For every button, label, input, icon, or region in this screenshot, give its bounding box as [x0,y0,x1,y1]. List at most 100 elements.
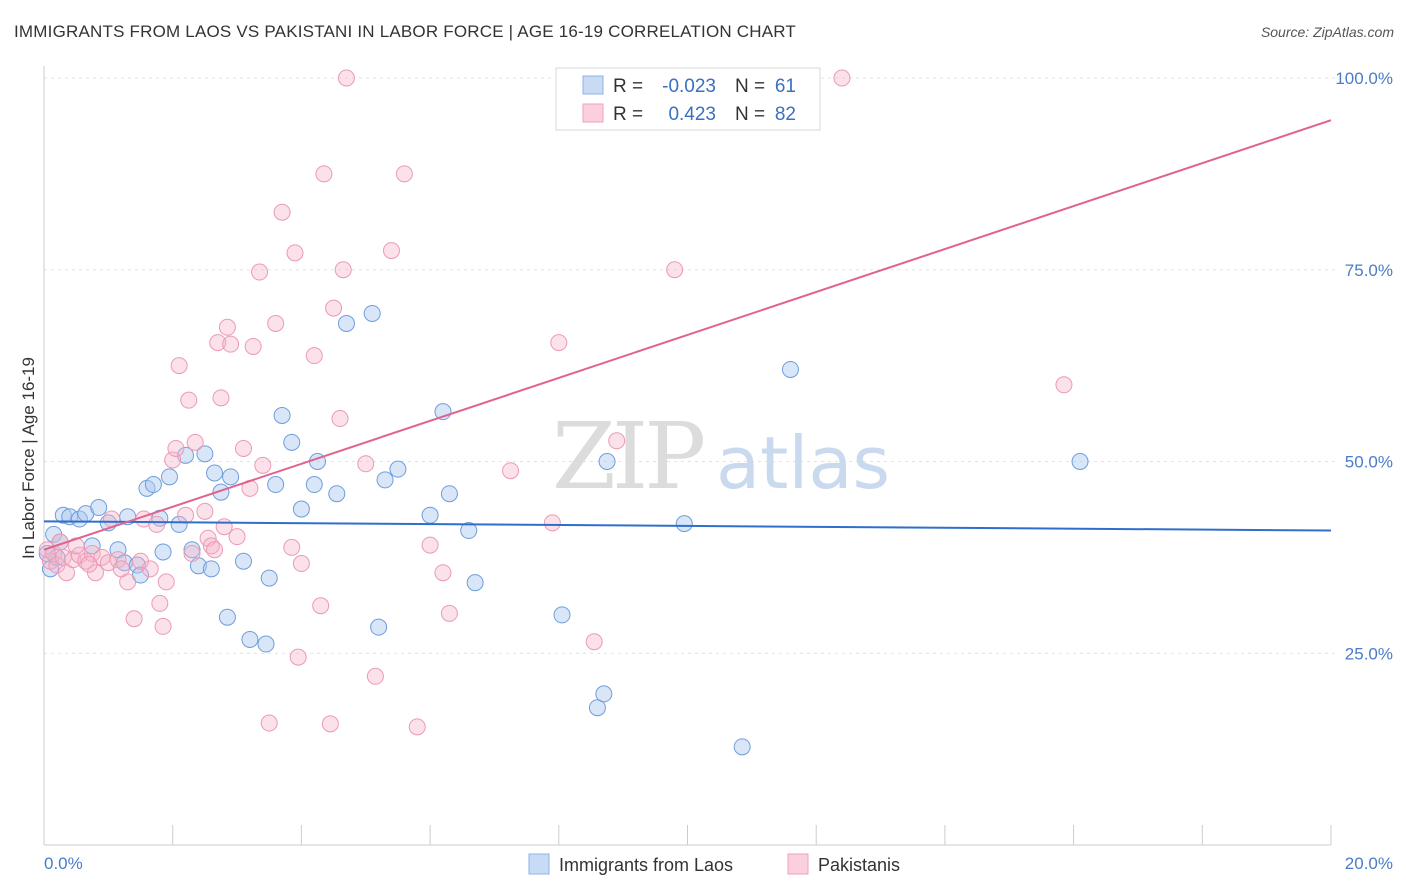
pakistanis-point [151,594,169,612]
y-tick-label: 100.0% [1335,69,1393,88]
laos-point [675,515,693,533]
laos-point [389,460,407,478]
pakistanis-trend-line [43,119,1332,551]
y-tick-label: 75.0% [1345,261,1393,280]
pakistanis-point [212,389,230,407]
legend-swatch-pakistanis [582,103,604,123]
y-tick-label: 50.0% [1345,453,1393,472]
pakistanis-point [186,433,204,451]
pakistanis-point [502,462,520,480]
pakistanis-point [206,541,224,559]
legend-r-label-pakistanis: R = [613,104,643,125]
laos-point [328,485,346,503]
pakistanis-point [833,69,851,87]
legend-r-value-laos: -0.023 [662,76,716,97]
legend-n-label-pakistanis: N = [735,104,765,125]
pakistanis-point [170,357,188,375]
laos-point [733,738,751,756]
pakistanis-point [167,439,185,457]
pakistanis-point [666,261,684,279]
chart-title: IMMIGRANTS FROM LAOS VS PAKISTANI IN LAB… [14,22,797,41]
pakistanis-point [421,536,439,554]
pakistanis-point [196,502,214,520]
pakistanis-point [434,564,452,582]
laos-point [144,476,162,494]
pakistanis-point [305,347,323,365]
series-legend-label-laos: Immigrants from Laos [559,855,733,875]
pakistanis-point [177,506,195,524]
pakistanis-point [273,203,291,221]
trend-lines [43,119,1332,551]
watermark-atlas: atlas [716,421,890,505]
laos-point [54,506,72,524]
zipatlas-watermark: ZIP atlas [552,403,890,510]
series-legend-swatch-pakistanis [787,853,809,875]
pakistanis-point [112,560,130,578]
laos-point [595,685,613,703]
laos-point [421,506,439,524]
laos-point [257,635,275,653]
pakistanis-point [550,334,568,352]
pakistanis-point [1055,376,1073,394]
pakistanis-point [251,263,269,281]
pakistanis-point [141,560,159,578]
laos-point [222,468,240,486]
laos-point [267,476,285,494]
y-axis-label: In Labor Force | Age 16-19 [19,357,38,559]
laos-point [598,453,616,470]
data-points [38,69,1089,756]
pakistanis-point [608,432,626,450]
y-tick-label: 25.0% [1345,644,1393,663]
pakistanis-point [180,391,198,409]
pakistanis-point [337,69,355,87]
chart-source: Source: ZipAtlas.com [1260,24,1394,40]
axes [43,66,1332,846]
laos-point [260,569,278,587]
laos-point [170,515,188,533]
pakistanis-point [408,718,426,736]
laos-point [212,483,230,501]
laos-trend-line [43,520,1332,532]
laos-point [206,464,224,482]
pakistanis-point [148,515,166,533]
laos-point [370,618,388,636]
laos-point [553,606,571,624]
pakistanis-point [292,555,310,573]
pakistanis-point [286,244,304,262]
pakistanis-point [289,648,307,666]
laos-point [1071,453,1089,470]
laos-point [363,304,381,322]
pakistanis-point [283,538,301,556]
x-tick-label-max: 20.0% [1345,854,1393,873]
pakistanis-point [157,573,175,591]
pakistanis-point [222,335,240,353]
laos-point [376,471,394,489]
pakistanis-point [440,604,458,622]
laos-point [466,574,484,592]
laos-point [234,552,252,570]
pakistanis-point [395,165,413,183]
pakistanis-point [80,555,98,573]
pakistanis-point [267,314,285,332]
laos-point [273,406,291,424]
pakistanis-point [228,528,246,546]
pakistanis-point [312,597,330,615]
pakistanis-point [218,318,236,336]
pakistanis-point [585,633,603,651]
laos-point [177,446,195,464]
pakistanis-point [125,610,143,628]
pakistanis-point [357,455,375,473]
laos-point [183,541,201,559]
laos-point [160,468,178,486]
pakistanis-point [334,261,352,279]
legend-swatch-laos [582,75,604,95]
correlation-legend: R = -0.023 N = 61 R = 0.423 N = 82 [555,67,821,131]
pakistanis-point [543,514,561,532]
pakistanis-point [109,551,127,569]
pakistanis-point [67,537,85,555]
pakistanis-point [321,715,339,733]
watermark-zip: ZIP [552,403,703,510]
laos-point [90,499,108,517]
laos-point [283,433,301,451]
pakistanis-point [183,545,201,563]
